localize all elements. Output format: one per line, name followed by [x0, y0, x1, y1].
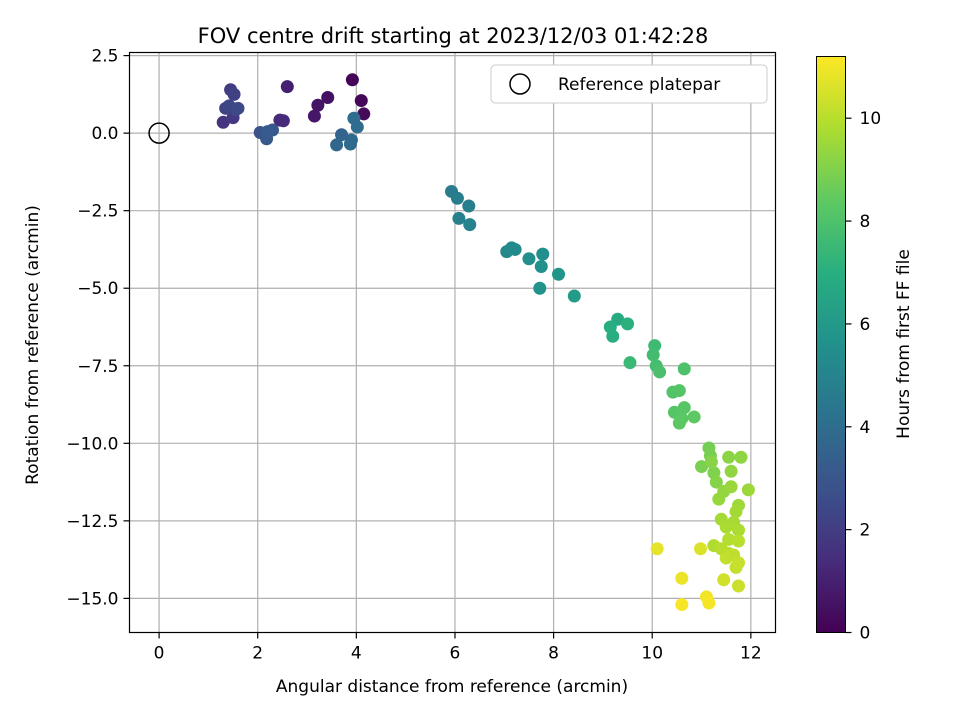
scatter-point: [450, 191, 464, 205]
scatter-point: [702, 596, 716, 610]
legend: Reference platepar: [490, 64, 768, 104]
scatter-point: [280, 80, 294, 94]
colorbar-tick-label: 4: [860, 418, 871, 438]
scatter-point: [704, 455, 718, 469]
scatter-point: [623, 356, 637, 370]
scatter-point: [687, 410, 701, 424]
scatter-point: [534, 260, 548, 274]
scatter-point: [677, 401, 691, 415]
chart-title: FOV centre drift starting at 2023/12/03 …: [198, 24, 709, 48]
scatter-point: [734, 450, 748, 464]
y-axis-ticks: 2.5 0.0 −2.5 −5.0 −7.5 −10.0 −12.5 −15.0: [66, 47, 130, 609]
scatter-point: [508, 242, 522, 256]
scatter-point: [724, 480, 738, 494]
y-tick-label: 2.5: [91, 47, 118, 67]
scatter-point: [522, 252, 536, 266]
x-tick-label: 4: [351, 644, 362, 664]
scatter-point: [463, 218, 477, 232]
scatter-point: [345, 73, 359, 87]
scatter-point: [653, 365, 667, 379]
colorbar-tick-label: 0: [860, 624, 871, 644]
scatter-point: [694, 542, 708, 556]
scatter-point: [729, 505, 743, 519]
scatter-point: [695, 460, 709, 474]
scatter-point: [621, 317, 635, 331]
colorbar-tick-label: 2: [860, 521, 871, 541]
data-points: [216, 73, 755, 612]
scatter-point: [261, 125, 275, 139]
y-tick-label: −12.5: [66, 512, 118, 532]
y-tick-label: 0.0: [91, 124, 118, 144]
scatter-point: [533, 281, 547, 295]
plot-frame: [128, 51, 777, 634]
scatter-point: [722, 450, 736, 464]
scatter-point: [354, 94, 368, 108]
scatter-point: [719, 551, 733, 565]
scatter-point: [732, 579, 746, 593]
legend-label: Reference platepar: [558, 75, 720, 95]
x-tick-label: 8: [548, 644, 559, 664]
scatter-point: [343, 137, 357, 151]
x-tick-label: 2: [252, 644, 263, 664]
scatter-point: [330, 138, 344, 152]
scatter-point: [672, 416, 686, 430]
scatter-point: [741, 483, 755, 497]
y-tick-label: −5.0: [77, 279, 118, 299]
scatter-point: [717, 573, 731, 587]
colorbar-tick-label: 6: [860, 315, 871, 335]
colorbar-label: Hours from first FF file: [894, 249, 914, 439]
scatter-point: [724, 464, 738, 478]
scatter-point: [216, 115, 230, 129]
scatter-point: [462, 199, 476, 213]
scatter-point: [677, 362, 691, 376]
scatter-point: [231, 101, 245, 115]
scatter-point: [672, 384, 686, 398]
x-axis-label: Angular distance from reference (arcmin): [276, 677, 628, 697]
scatter-point: [709, 475, 723, 489]
scatter-point: [712, 492, 726, 506]
scatter-point: [536, 247, 550, 261]
scatter-point: [646, 348, 660, 362]
scatter-point: [552, 267, 566, 281]
y-tick-label: −15.0: [66, 589, 118, 609]
x-axis-ticks: 0 2 4 6 8 10 12: [154, 632, 762, 664]
scatter-point: [307, 109, 321, 123]
y-tick-label: −7.5: [77, 357, 118, 377]
scatter-point: [732, 523, 746, 537]
colorbar-tick-label: 8: [860, 212, 871, 232]
scatter-point: [675, 571, 689, 585]
scatter-point: [732, 556, 746, 570]
scatter-point: [311, 98, 325, 112]
scatter-point: [675, 598, 689, 612]
scatter-point: [276, 114, 290, 128]
scatter-point: [227, 87, 241, 101]
x-tick-label: 10: [641, 644, 663, 664]
x-tick-label: 6: [450, 644, 461, 664]
plot-area: [129, 52, 776, 633]
y-tick-label: −10.0: [66, 434, 118, 454]
scatter-point: [650, 542, 664, 556]
scatter-point: [321, 90, 335, 104]
colorbar-ticks: 0 2 4 6 8 10: [845, 109, 882, 644]
reference-platepar-marker: [148, 122, 170, 144]
scatter-point: [350, 120, 364, 134]
colorbar-tick-label: 10: [860, 109, 882, 129]
scatter-point: [357, 107, 371, 121]
y-axis-label: Rotation from reference (arcmin): [23, 205, 43, 485]
scatter-point: [722, 532, 736, 546]
colorbar: [816, 56, 846, 633]
scatter-point: [606, 329, 620, 343]
scatter-point: [732, 534, 746, 548]
scatter-point: [335, 128, 349, 142]
scatter-point: [719, 520, 733, 534]
legend-box: [490, 64, 768, 104]
y-tick-label: −2.5: [77, 202, 118, 222]
scatter-point: [452, 211, 466, 225]
x-tick-label: 0: [154, 644, 165, 664]
x-tick-label: 12: [740, 644, 762, 664]
scatter-point: [567, 289, 581, 303]
legend-marker-icon: [509, 73, 531, 95]
